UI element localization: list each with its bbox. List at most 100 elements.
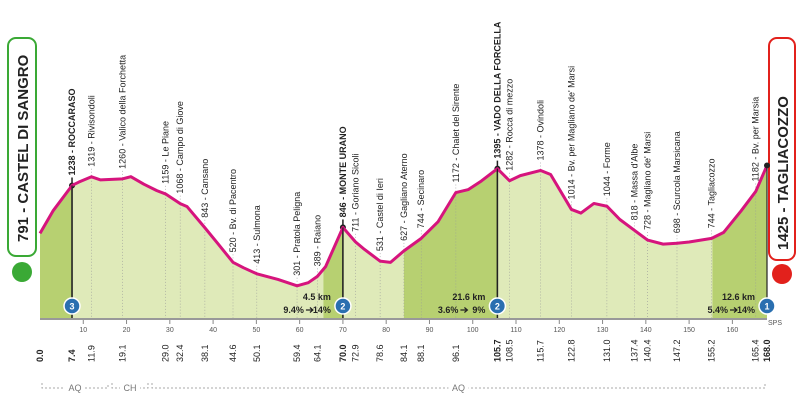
region-label-bg — [120, 382, 140, 394]
region-label: AQ — [68, 383, 81, 393]
climb-category: 1 — [764, 302, 769, 312]
waypoint-label: 846 - MONTE URANO — [338, 126, 348, 217]
start-icon — [12, 262, 32, 282]
climb-category: 2 — [340, 302, 345, 312]
climb-max: 9% — [472, 305, 485, 315]
finish-label: 1425 - TAGLIACOZZO — [775, 96, 792, 250]
km-label: 84.1 — [399, 344, 409, 362]
waypoint-label: 698 - Scurcola Marsicana — [672, 131, 682, 233]
km-label: 168.0 — [762, 339, 772, 362]
waypoint-label: 1395 - VADO DELLA FORCELLA — [492, 21, 502, 159]
waypoint-label: 1282 - Rocca di mezzo — [505, 79, 515, 171]
km-label: 147.2 — [672, 339, 682, 362]
climb-marker — [488, 297, 507, 315]
x-tick-label: 150 — [683, 327, 695, 334]
finish-note: SPS — [768, 320, 782, 327]
climb-arrow — [305, 307, 314, 313]
waypoint-label: 711 - Goriano Sicoli — [350, 154, 360, 232]
x-tick-label: 70 — [339, 327, 347, 334]
km-label: 108.5 — [505, 339, 515, 362]
climb-marker — [63, 297, 81, 315]
x-tick-label: 130 — [597, 327, 609, 334]
climb-avg: 9.4% — [283, 305, 304, 315]
x-tick-label: 120 — [553, 327, 565, 334]
climb-avg: 5.4% — [707, 305, 728, 315]
x-tick-label: 10 — [79, 327, 87, 334]
waypoint-label: 1159 - Le Piane — [160, 121, 170, 184]
region-label-bg — [65, 382, 85, 394]
x-tick-label: 80 — [382, 327, 390, 334]
x-tick-label: 160 — [727, 327, 739, 334]
region-bracket — [151, 383, 766, 389]
start-label: 791 - CASTEL DI SANGRO — [15, 54, 32, 242]
climb-marker — [334, 297, 352, 315]
x-tick-label: 40 — [209, 327, 217, 334]
km-label: 96.1 — [451, 344, 461, 362]
climb-length: 4.5 km — [303, 292, 331, 302]
profile-line — [38, 164, 769, 288]
finish-icon — [772, 264, 792, 284]
km-label: 70.0 — [338, 344, 348, 362]
km-label: 64.1 — [312, 344, 322, 362]
waypoint-label: 1014 - Bv. per Magliano de' Marsi — [566, 66, 576, 200]
region-label: CH — [124, 383, 137, 393]
waypoint-label: 413 - Sulmona — [252, 205, 262, 264]
km-label: 115.7 — [536, 340, 546, 362]
waypoint-label: 818 - Massa d'Albe — [630, 144, 640, 221]
climb-category: 3 — [70, 302, 75, 312]
waypoint-label: 1260 - Valico della Forchetta — [118, 55, 128, 169]
km-label: 140.4 — [643, 339, 653, 362]
km-label: 122.8 — [566, 339, 576, 362]
km-label: 11.9 — [86, 345, 96, 362]
climb-arrow — [460, 307, 469, 313]
km-label: 131.0 — [602, 339, 612, 362]
waypoint-label: 301 - Pratola Peligna — [292, 192, 302, 276]
km-label: 88.1 — [416, 344, 426, 362]
km-label: 72.9 — [350, 344, 360, 362]
km-label: 155.2 — [707, 339, 717, 362]
x-tick-label: 30 — [166, 327, 174, 334]
region-label-bg — [448, 382, 469, 394]
waypoint-label: 1238 - ROCCARASO — [67, 88, 77, 175]
region-label: AQ — [452, 383, 465, 393]
climb-max: 14% — [313, 305, 331, 315]
x-tick-label: 90 — [426, 327, 434, 334]
profile-area — [40, 165, 767, 318]
waypoint-label: 1044 - Forme — [602, 142, 612, 196]
finish-box — [768, 37, 796, 261]
climb-avg: 3.6% — [438, 305, 459, 315]
km-label: 137.4 — [630, 339, 640, 362]
waypoint-label: 744 - Tagliacozzo — [707, 158, 717, 228]
climb-category: 2 — [495, 302, 500, 312]
km-label: 29.0 — [160, 344, 170, 362]
waypoint-label: 531 - Castel di Ieri — [375, 178, 385, 251]
km-label: 0.0 — [35, 349, 45, 362]
waypoint-label: 843 - Cansano — [200, 159, 210, 218]
km-label: 44.6 — [228, 344, 238, 362]
climb-arrow — [730, 307, 738, 313]
waypoint-label: 1068 - Campo di Giove — [175, 101, 185, 194]
km-label: 165.4 — [751, 339, 761, 362]
km-label: 19.1 — [118, 344, 128, 362]
waypoint-label: 627 - Gagliano Aterno — [399, 153, 409, 241]
climb-marker — [758, 297, 776, 315]
waypoint-label: 1319 - Rivisondoli — [86, 95, 96, 167]
x-tick-label: 110 — [510, 327, 521, 334]
climb-length: 12.6 km — [722, 292, 755, 302]
waypoint-label: 1182 - Bv. per Marsia — [751, 97, 761, 182]
x-tick-label: 60 — [296, 327, 304, 334]
waypoint-label: 1378 - Ovindoli — [536, 100, 546, 161]
waypoint-label: 744 - Secinaro — [416, 170, 426, 229]
km-label: 59.4 — [292, 344, 302, 362]
km-label: 7.4 — [67, 349, 77, 362]
waypoint-label: 1172 - Chalet del Sirente — [451, 84, 461, 183]
x-tick-label: 140 — [640, 327, 652, 334]
climb-length: 21.6 km — [452, 292, 485, 302]
km-label: 38.1 — [200, 344, 210, 362]
waypoint-label: 728 - Magliano de' Marsi — [643, 132, 653, 230]
climb-max: 14% — [737, 305, 755, 315]
waypoint-label: 520 - Bv. di Pacentro — [228, 169, 238, 252]
x-tick-label: 100 — [467, 327, 479, 334]
km-label: 78.6 — [375, 344, 385, 362]
